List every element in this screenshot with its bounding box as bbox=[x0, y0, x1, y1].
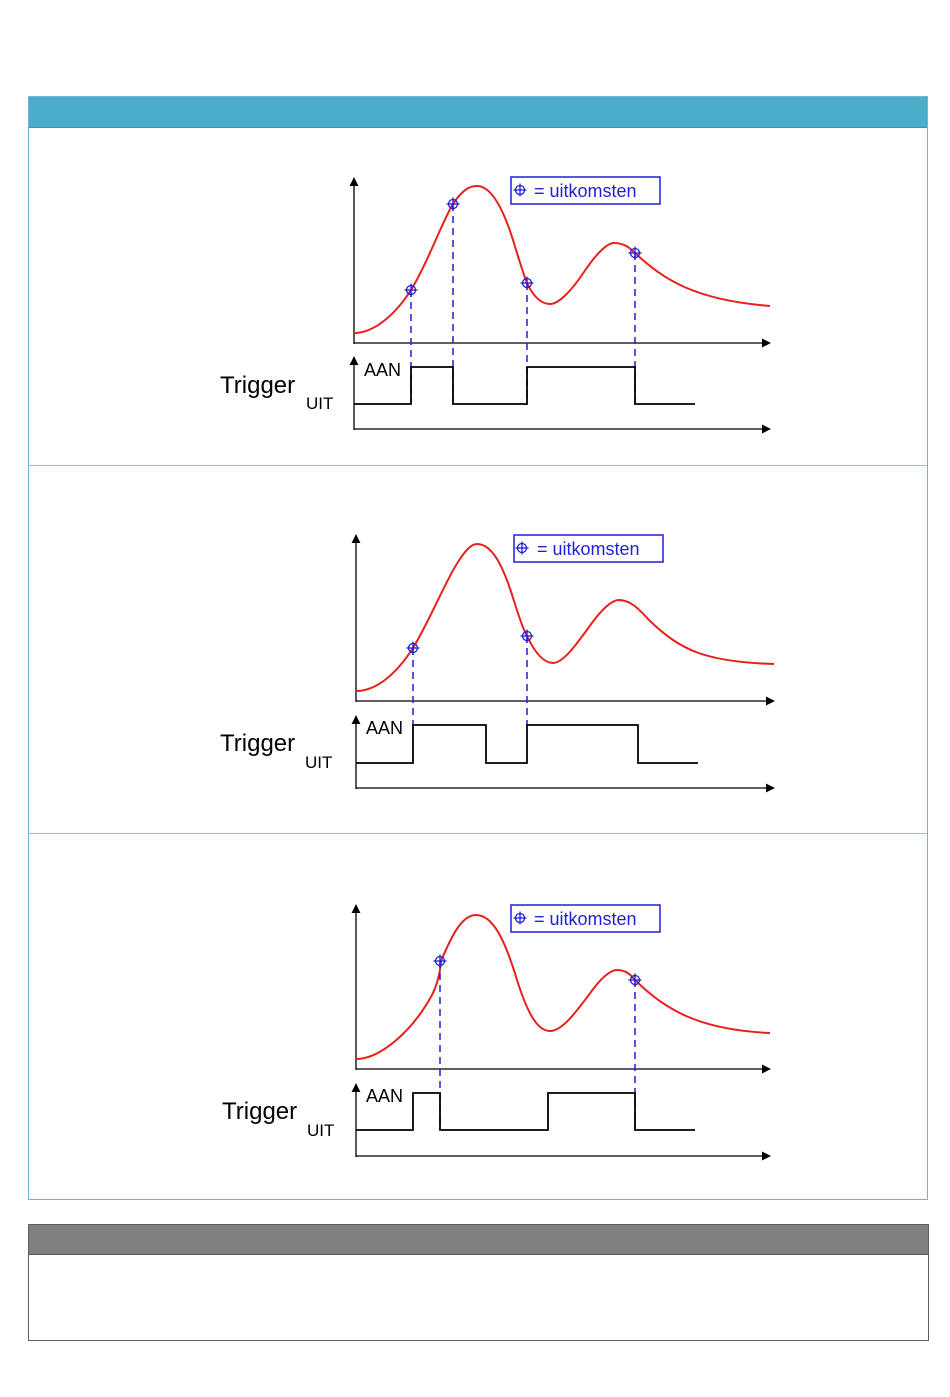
trigger-label: Trigger bbox=[220, 372, 295, 399]
diagram-panel bbox=[28, 96, 928, 1200]
note-header-bar bbox=[29, 1225, 928, 1255]
legend-label: = uitkomsten bbox=[537, 539, 640, 559]
diagram-1: = uitkomsten AAN Trigger UIT bbox=[220, 176, 771, 434]
trigger-subscript: UIT bbox=[305, 753, 332, 772]
outcome-marker-icon bbox=[445, 196, 461, 212]
on-label: AAN bbox=[366, 718, 403, 738]
outcome-drop-lines bbox=[439, 961, 636, 1130]
outcome-drop-lines bbox=[410, 204, 636, 404]
on-label: AAN bbox=[364, 360, 401, 380]
trigger-signal bbox=[354, 366, 695, 405]
outcome-marker-icon bbox=[403, 282, 419, 298]
signal-curve bbox=[355, 542, 775, 692]
note-panel bbox=[28, 1224, 929, 1341]
outcome-marker-icon bbox=[432, 953, 448, 969]
legend-label: = uitkomsten bbox=[534, 909, 637, 929]
panel-header-bar bbox=[29, 97, 927, 128]
trigger-label: Trigger bbox=[222, 1098, 297, 1125]
legend-label: = uitkomsten bbox=[534, 181, 637, 201]
trigger-subscript: UIT bbox=[307, 1121, 334, 1140]
on-label: AAN bbox=[366, 1086, 403, 1106]
trigger-subscript: UIT bbox=[306, 394, 333, 413]
outcome-marker-icon bbox=[519, 275, 535, 291]
signal-curve bbox=[355, 913, 771, 1060]
diagram-2: = uitkomsten AAN Trigger UIT bbox=[220, 534, 775, 793]
trigger-signal bbox=[356, 724, 698, 764]
legend-box: = uitkomsten bbox=[510, 904, 661, 933]
trigger-label: Trigger bbox=[220, 730, 295, 757]
panel-divider bbox=[29, 833, 927, 834]
legend-box: = uitkomsten bbox=[513, 534, 664, 563]
outcome-marker-icon bbox=[405, 640, 421, 656]
legend-box: = uitkomsten bbox=[510, 176, 661, 205]
signal-curve bbox=[353, 184, 771, 334]
diagram-3: = uitkomsten AAN Trigger UIT bbox=[222, 904, 771, 1161]
panel-divider bbox=[29, 465, 927, 466]
outcome-drop-lines bbox=[412, 636, 528, 725]
trigger-signal bbox=[356, 1092, 695, 1131]
outcome-marker-icon bbox=[519, 628, 535, 644]
